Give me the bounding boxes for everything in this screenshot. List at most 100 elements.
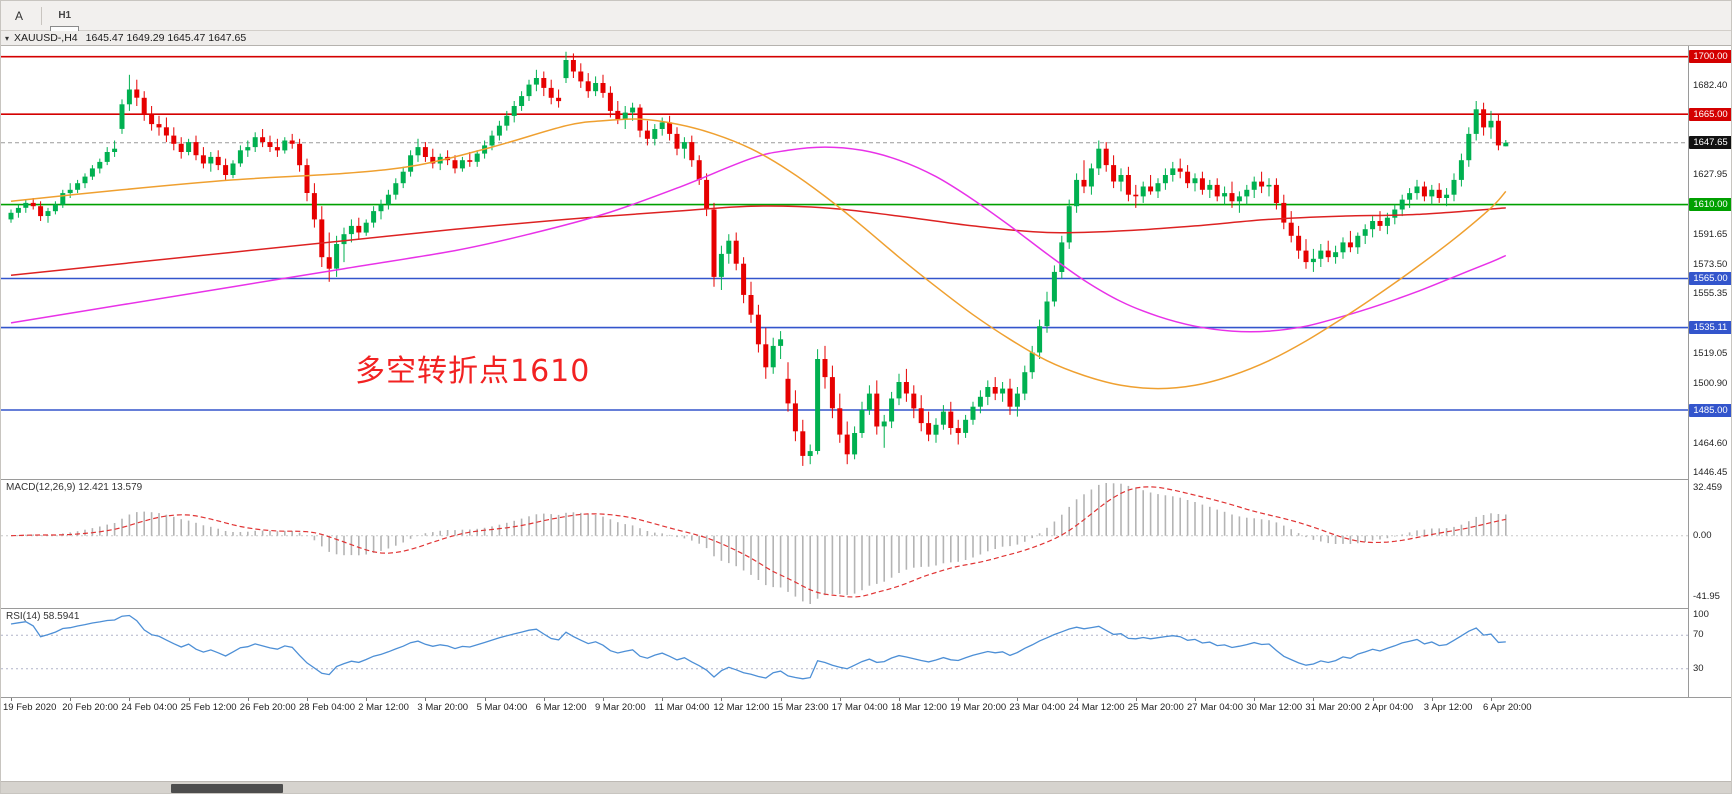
macd-label: MACD(12,26,9) 12.421 13.579 (6, 482, 143, 493)
time-tick (839, 698, 841, 701)
chart-title-ohlc: 1645.47 1649.29 1645.47 1647.65 (85, 32, 247, 44)
level-price-badge: 1535.11 (1689, 321, 1731, 335)
time-tick (899, 698, 900, 701)
time-tick (1313, 698, 1315, 701)
time-tick (958, 698, 960, 701)
time-axis-label: 27 Mar 04:00 (1187, 702, 1243, 713)
time-axis-label: 15 Mar 23:00 (772, 702, 829, 713)
time-tick (1431, 698, 1433, 701)
price-tick-label: 1682.40 (1693, 79, 1728, 91)
time-tick (1135, 698, 1137, 701)
time-tick (247, 698, 249, 701)
panel-separator (1, 479, 1731, 480)
rsi-line (10, 614, 1506, 680)
macd-axis-label: 32.459 (1693, 482, 1723, 494)
time-tick (780, 698, 782, 701)
time-axis-label: 9 Mar 20:00 (595, 702, 646, 713)
rsi-chart[interactable] (1, 608, 1688, 696)
level-price-badge: 1565.00 (1689, 272, 1731, 285)
price-tick-label: 1464.60 (1693, 437, 1728, 449)
time-tick (1076, 698, 1078, 701)
time-axis-label: 18 Mar 12:00 (891, 702, 947, 713)
price-chart-panel[interactable] (1, 46, 1688, 479)
time-tick (307, 698, 308, 701)
time-tick (484, 698, 486, 701)
time-tick (1254, 698, 1256, 701)
rsi-label: RSI(14) 58.5941 (6, 611, 80, 622)
price-axis: 1682.40 1627.95 1591.65 1573.50 1555.35 1519.… (1689, 46, 1731, 697)
price-tick-label: 1591.65 (1693, 228, 1728, 240)
chart-title-symbol: XAUUSD-,H4 (14, 32, 78, 44)
time-tick (721, 698, 723, 701)
time-axis-label: 24 Mar 12:00 (1068, 702, 1125, 713)
time-axis-label: 5 Mar 04:00 (476, 702, 528, 713)
time-tick (1017, 698, 1019, 701)
time-axis-label: 25 Mar 20:00 (1127, 702, 1184, 713)
level-price-badge: 1665.00 (1689, 107, 1731, 121)
horizontal-scrollbar[interactable] (1, 781, 1731, 793)
level-price-badge: 1610.00 (1689, 198, 1731, 212)
chart-title-bar: ▾ XAUUSD-,H4 1645.47 1649.29 1645.47 164… (1, 31, 1731, 46)
price-tick-label: 1627.95 (1693, 169, 1728, 181)
ma-magenta-line (10, 146, 1507, 333)
price-tick-label: 1519.05 (1693, 348, 1728, 359)
chart-menu-icon[interactable]: ▾ (5, 33, 10, 43)
time-axis-label: 25 Feb 12:00 (180, 702, 237, 713)
time-tick (1372, 698, 1374, 701)
time-axis-label: 6 Mar 12:00 (535, 702, 587, 713)
toolbar: ▦▾A▤▾ M1M5M15M30H1H4D1W1MN (1, 1, 1731, 101)
candlestick-chart[interactable] (1, 46, 1688, 479)
time-tick (1195, 698, 1196, 701)
level-price-badge: 1485.00 (1689, 403, 1731, 417)
time-axis-label: 28 Feb 04:00 (299, 702, 355, 713)
price-tick-label: 1573.50 (1693, 258, 1728, 270)
time-axis-label: 20 Feb 20:00 (62, 702, 119, 713)
rsi-panel[interactable]: RSI(14) 58.5941 (1, 608, 1688, 696)
time-axis-label: 19 Mar 20:00 (950, 702, 1007, 713)
time-axis-label: 3 Apr 12:00 (1423, 702, 1473, 713)
chart-annotation-text[interactable]: 多空转折点1610 (355, 354, 591, 389)
time-axis-label: 30 Mar 12:00 (1246, 702, 1303, 713)
ma-red-line (10, 205, 1506, 276)
price-tick-label: 1555.35 (1693, 288, 1728, 300)
time-axis: 19 Feb 2020 20 Feb 20:00 24 Feb 04:00 25 Fe… (1, 697, 1731, 715)
time-tick (543, 698, 545, 701)
toolbar-separator (41, 6, 42, 25)
rsi-axis-label: 100 (1693, 609, 1709, 620)
time-tick (662, 698, 664, 701)
time-axis-label: 2 Apr 04:00 (1364, 702, 1414, 713)
macd-panel[interactable]: MACD(12,26,9) 12.421 13.579 (1, 479, 1688, 608)
time-tick (129, 698, 131, 701)
macd-axis-label: -41.95 (1693, 591, 1720, 603)
bid-price-badge: 1647.65 (1689, 136, 1731, 150)
time-tick (1491, 698, 1492, 701)
time-axis-label: 23 Mar 04:00 (1009, 702, 1066, 713)
time-axis-label: 17 Mar 04:00 (831, 702, 888, 713)
ma-orange-line (10, 118, 1507, 390)
time-tick (188, 698, 190, 701)
time-tick (366, 698, 368, 701)
time-tick (603, 698, 604, 701)
macd-axis-label: 0.00 (1693, 529, 1712, 541)
scrollbar-thumb[interactable] (171, 784, 283, 793)
panel-separator (1, 608, 1731, 609)
time-axis-label: 2 Mar 12:00 (358, 702, 409, 713)
macd-chart[interactable] (1, 479, 1688, 608)
price-tick-label: 1500.90 (1693, 377, 1728, 389)
time-axis-label: 3 Mar 20:00 (417, 702, 469, 713)
price-tick-label: 1446.45 (1693, 467, 1728, 479)
time-tick (70, 698, 72, 701)
rsi-axis-label: 70 (1693, 629, 1704, 641)
time-axis-label: 26 Feb 20:00 (239, 702, 296, 713)
time-tick (11, 698, 12, 701)
price-axis-divider (1688, 46, 1689, 697)
time-axis-label: 11 Mar 04:00 (654, 702, 710, 713)
annotation-tool-a[interactable]: A (14, 8, 23, 23)
time-axis-label: 24 Feb 04:00 (121, 702, 178, 713)
macd-signal-line (10, 486, 1506, 598)
rsi-axis-label: 30 (1693, 662, 1704, 674)
candles-layer (8, 51, 1509, 466)
timeframe-h1[interactable]: H1 (58, 10, 72, 21)
macd-histogram (17, 483, 1507, 604)
time-axis-label: 31 Mar 20:00 (1305, 702, 1362, 713)
